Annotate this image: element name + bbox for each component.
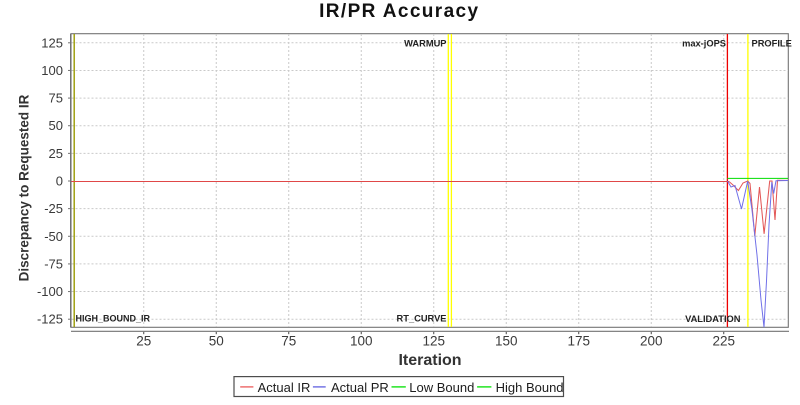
svg-text:100: 100 (41, 63, 63, 78)
svg-text:-75: -75 (44, 256, 63, 271)
svg-text:125: 125 (41, 35, 63, 50)
svg-text:-25: -25 (44, 201, 63, 216)
svg-text:75: 75 (49, 91, 63, 106)
svg-text:VALIDATION: VALIDATION (685, 314, 741, 324)
svg-text:25: 25 (136, 333, 151, 348)
svg-text:RT_CURVE: RT_CURVE (397, 314, 447, 324)
svg-text:IR/PR Accuracy: IR/PR Accuracy (319, 1, 479, 22)
svg-text:25: 25 (49, 146, 63, 161)
svg-text:50: 50 (49, 118, 63, 133)
svg-text:PROFILE: PROFILE (752, 39, 792, 49)
svg-text:Iteration: Iteration (398, 352, 461, 369)
svg-text:Low Bound: Low Bound (409, 380, 474, 395)
svg-text:-125: -125 (37, 312, 63, 327)
svg-text:Actual IR: Actual IR (258, 380, 311, 395)
svg-text:max-jOPS: max-jOPS (682, 39, 726, 49)
svg-text:WARMUP: WARMUP (404, 39, 446, 49)
svg-text:HIGH_BOUND_IR: HIGH_BOUND_IR (76, 314, 151, 324)
svg-text:75: 75 (281, 333, 296, 348)
svg-text:225: 225 (712, 333, 735, 348)
svg-text:High Bound: High Bound (496, 380, 564, 395)
svg-text:50: 50 (209, 333, 224, 348)
svg-text:200: 200 (640, 333, 663, 348)
svg-text:175: 175 (567, 333, 590, 348)
svg-text:100: 100 (350, 333, 373, 348)
svg-text:150: 150 (495, 333, 518, 348)
svg-text:-100: -100 (37, 284, 63, 299)
svg-text:0: 0 (56, 174, 63, 189)
svg-text:Actual PR: Actual PR (331, 380, 389, 395)
svg-text:Discrepancy to Requested IR: Discrepancy to Requested IR (17, 94, 32, 281)
svg-text:125: 125 (422, 333, 445, 348)
svg-text:-50: -50 (44, 229, 63, 244)
